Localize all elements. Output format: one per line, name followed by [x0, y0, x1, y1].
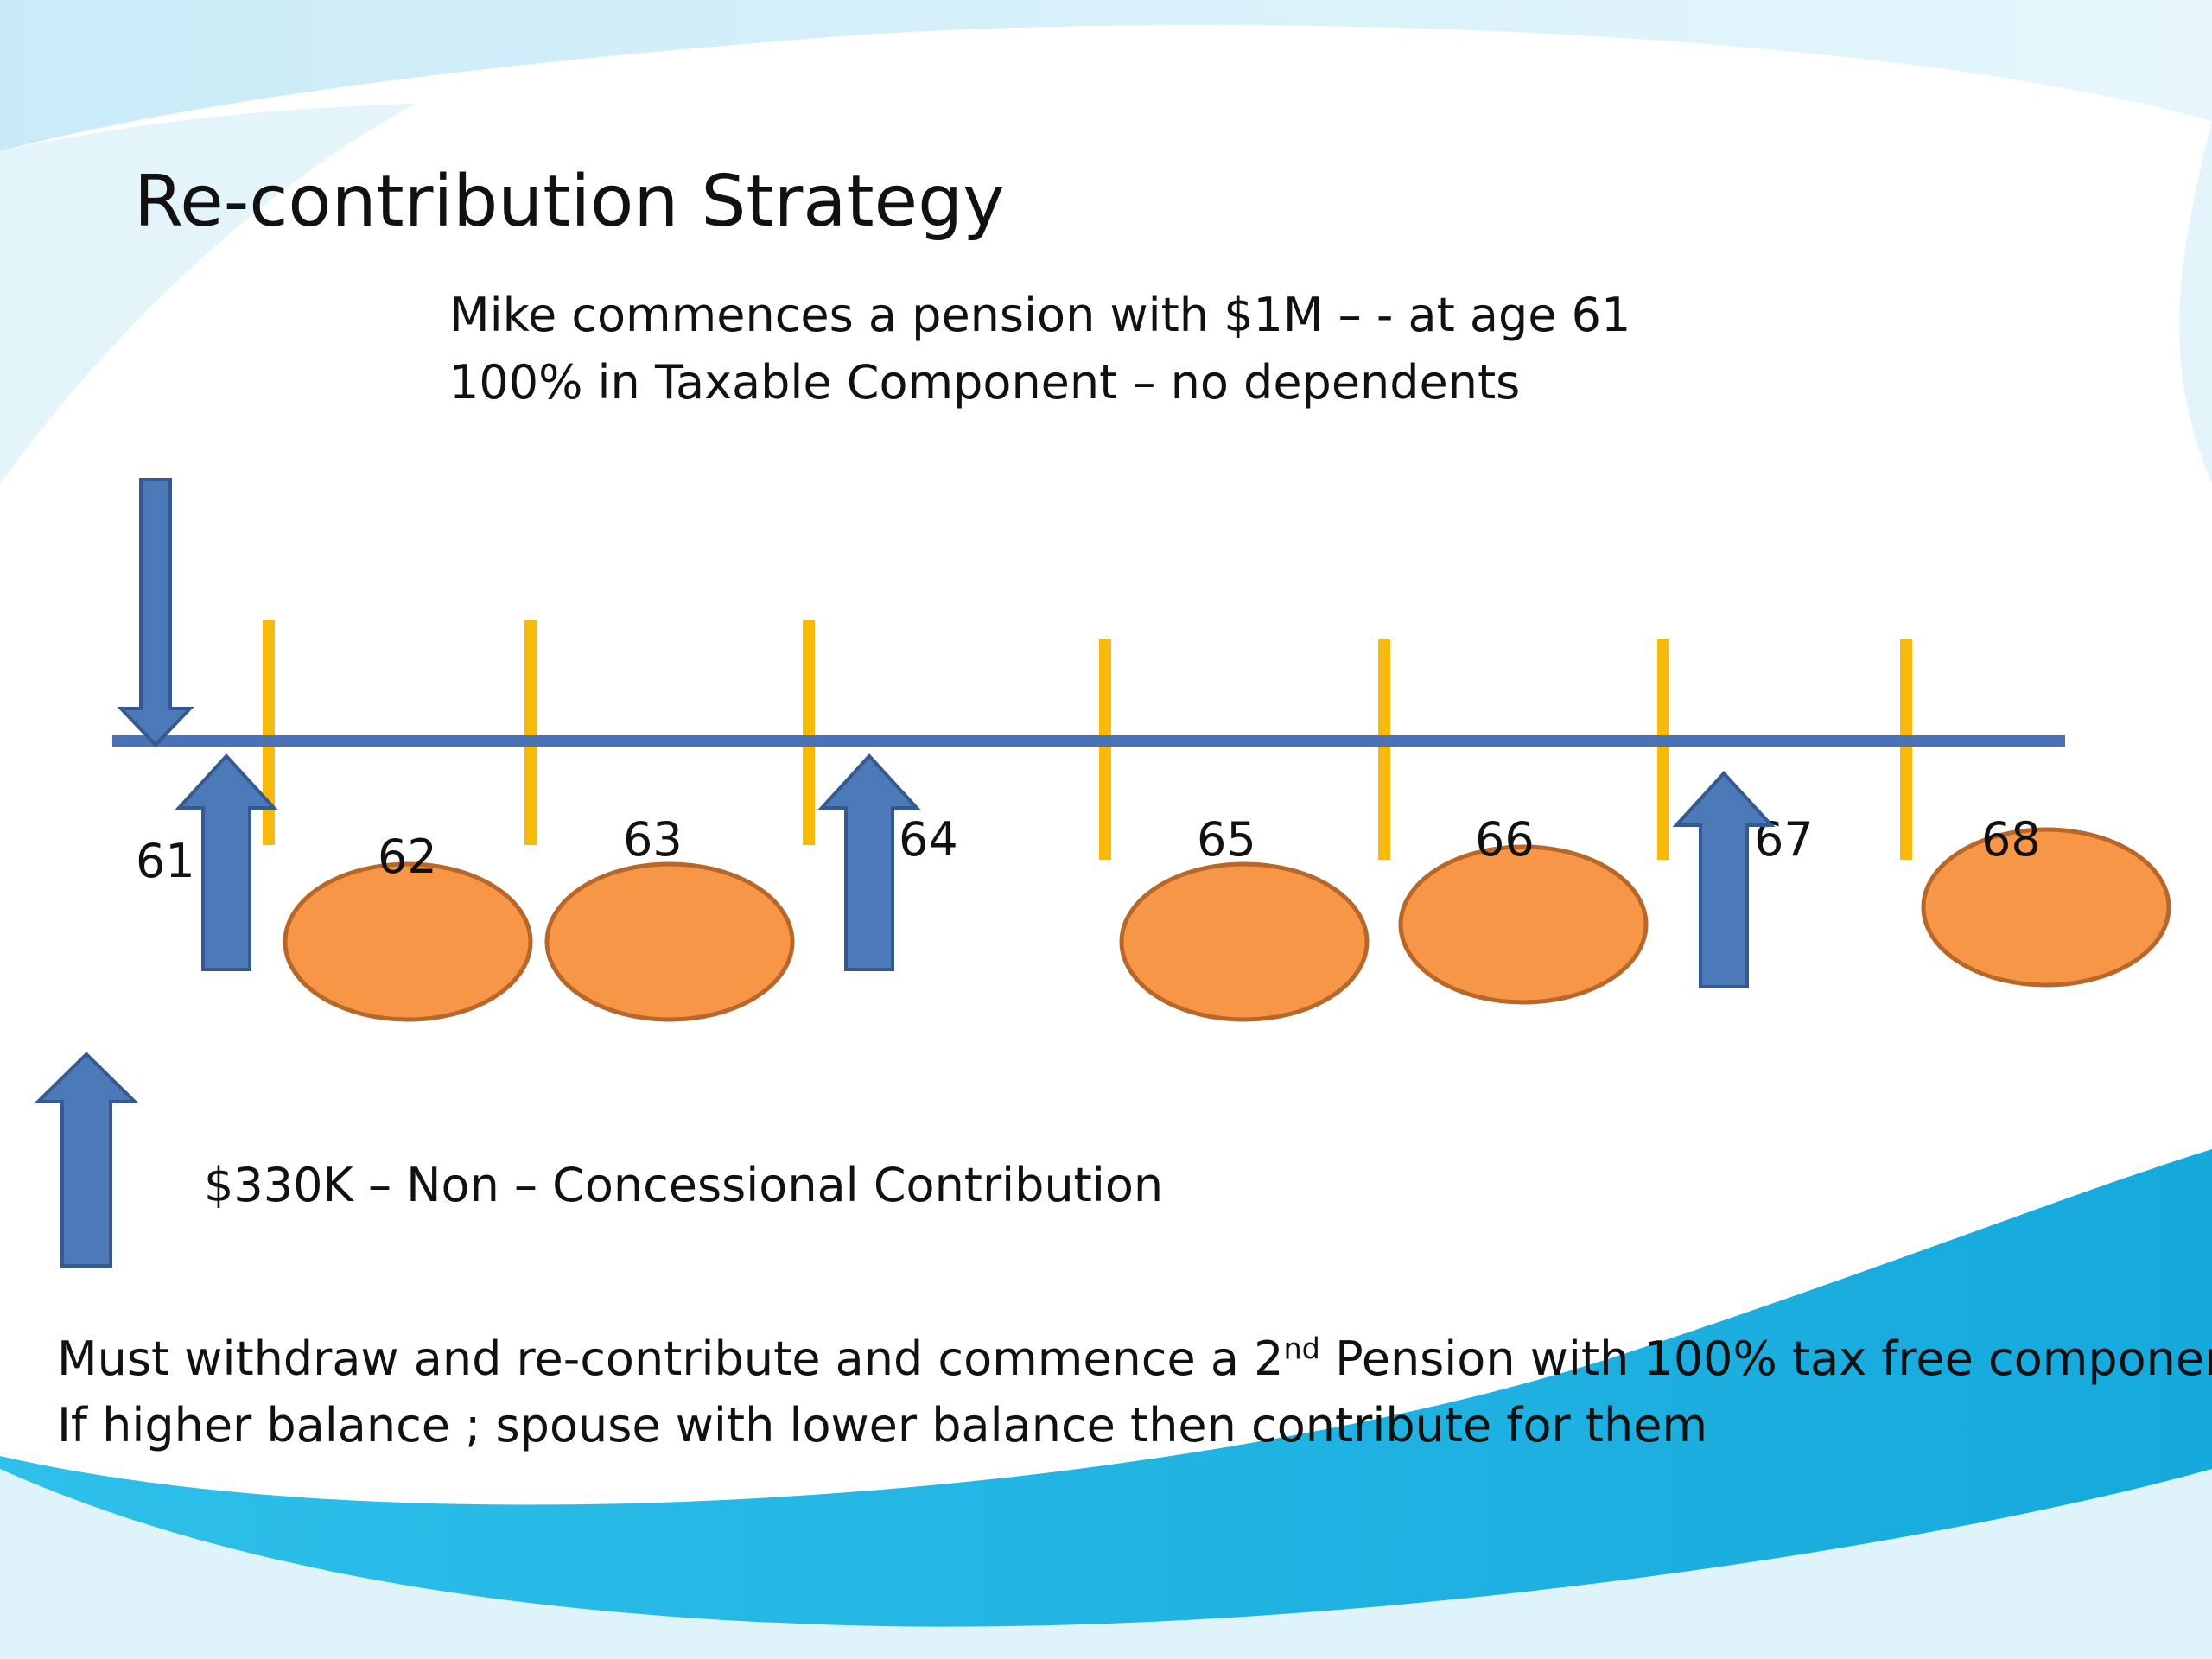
timeline-ticks: [263, 620, 1912, 860]
top-wave: [0, 0, 2212, 151]
age-label-61: 61: [136, 834, 195, 888]
legend-arrow-icon: [34, 1052, 139, 1268]
timeline-tick: [803, 620, 815, 845]
left-wave: [0, 104, 415, 484]
timeline-tick: [524, 620, 537, 845]
contribution-arrow-age-64: [817, 753, 921, 971]
note-line-1-start: Must withdraw and re-contribute and comm…: [57, 1332, 1284, 1386]
age-label-64: 64: [899, 812, 958, 867]
contribution-arrows: [175, 753, 1776, 988]
age-label-68: 68: [1981, 812, 2041, 867]
note-line-1-end: Pension with 100% tax free component: [1319, 1332, 2212, 1386]
legend-label: $330K – Non – Concessional Contribution: [204, 1158, 1164, 1212]
timeline-tick: [1657, 639, 1669, 860]
withdrawal-ellipse-age-65: [1119, 861, 1370, 1022]
pension-start-down-arrow: [117, 478, 194, 747]
age-label-65: 65: [1197, 812, 1256, 867]
bottom-dark-wave: [0, 1149, 2212, 1627]
timeline-line: [112, 735, 2065, 747]
age-label-62: 62: [378, 830, 437, 884]
timeline-tick: [1378, 639, 1390, 860]
note-line-2: If higher balance ; spouse with lower ba…: [57, 1398, 1708, 1452]
timeline-tick: [1099, 639, 1111, 860]
withdrawal-ellipse-age-62: [283, 861, 533, 1022]
slide-title: Re-contribution Strategy: [134, 161, 1005, 243]
timeline-tick: [1900, 639, 1912, 860]
age-label-63: 63: [623, 812, 683, 867]
contribution-arrow-age-61: [175, 753, 278, 971]
withdrawal-ellipse-age-68: [1921, 827, 2171, 988]
subtitle-line-2: 100% in Taxable Component – no dependent…: [449, 355, 1521, 410]
age-label-66: 66: [1475, 812, 1535, 867]
note-line-1: Must withdraw and re-contribute and comm…: [57, 1332, 2212, 1388]
right-wave: [2179, 121, 2212, 484]
subtitle-line-1: Mike commences a pension with $1M – - at…: [449, 288, 1631, 342]
timeline-tick: [263, 620, 275, 845]
withdrawal-ellipses: [283, 827, 2171, 1022]
withdrawal-ellipse-age-63: [544, 861, 795, 1022]
withdrawal-ellipse-age-66: [1398, 844, 1649, 1005]
contribution-arrow-age-67: [1672, 771, 1776, 988]
age-labels: 61 62 63 64 65 66 67 68: [136, 812, 2041, 888]
note-line-1-superscript: nd: [1283, 1332, 1320, 1366]
